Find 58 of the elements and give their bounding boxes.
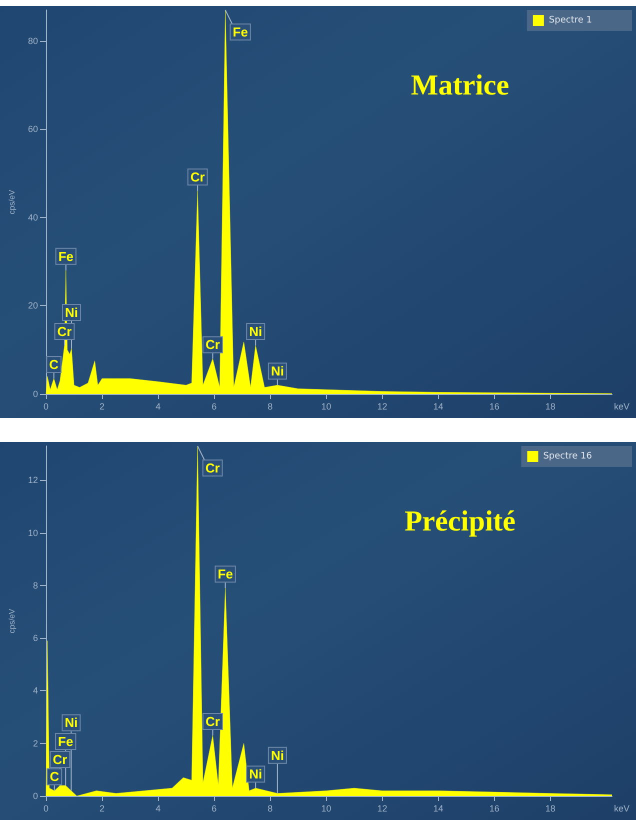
x-axis-title: keV [614, 804, 630, 814]
x-tick-label: 18 [545, 804, 556, 814]
y-axis-title: cps/eV [8, 189, 16, 214]
y-tick-label: 6 [32, 633, 38, 644]
x-tick-label: 6 [212, 804, 217, 814]
x-tick-label: 14 [433, 402, 444, 412]
annotation: Cr [190, 169, 205, 184]
x-axis-title: keV [614, 402, 630, 412]
annotation: Cr [52, 752, 68, 767]
x-tick-label: 10 [321, 402, 332, 412]
annotation: Ni [270, 364, 284, 379]
x-tick-label: 12 [377, 804, 388, 814]
y-axis-title: cps/eV [8, 608, 16, 634]
annotation: Ni [270, 748, 284, 763]
annotation: Fe [232, 24, 248, 40]
x-tick-label: 8 [268, 804, 273, 814]
annotation: C [50, 769, 60, 784]
text: Matrice [410, 70, 510, 102]
annotation: Ni [64, 715, 78, 730]
x-tick-label: 6 [212, 402, 217, 412]
y-tick-label: 0 [32, 791, 38, 801]
y-tick-label: 8 [32, 580, 38, 590]
annotation: Ni [249, 766, 262, 782]
x-tick-label: 18 [545, 402, 556, 412]
x-tick-label: 12 [377, 402, 388, 412]
annotation: Fe [218, 566, 233, 582]
y-tick-label: 2 [32, 738, 38, 748]
x-tick-label: 0 [43, 804, 49, 814]
annotation: C [49, 357, 60, 372]
annotation: Cr [57, 324, 72, 339]
y-tick-label: 4 [32, 686, 38, 696]
x-tick-label: 4 [156, 402, 161, 412]
annotation: Ni [65, 305, 78, 320]
x-tick-label: 14 [433, 804, 444, 814]
x-tick-label: 8 [268, 402, 273, 412]
annotation: Cr [205, 337, 220, 352]
legend-label: Spectre 16 [543, 452, 592, 462]
x-tick-label: 2 [100, 804, 105, 814]
annotation: Cr [205, 460, 220, 476]
annotation: Ni [249, 324, 262, 339]
x-tick-label: 16 [489, 402, 500, 412]
x-tick-label: 16 [489, 804, 500, 814]
y-tick-label: 0 [32, 389, 38, 399]
x-tick-label: 4 [156, 804, 161, 814]
x-tick-label: 0 [43, 402, 49, 412]
legend-label: Spectre 1 [548, 16, 592, 26]
y-tick-label: 12 [28, 475, 38, 486]
y-tick-label: 80 [28, 36, 38, 46]
annotation: Fe [58, 734, 74, 749]
x-tick-label: 2 [100, 402, 105, 412]
text: Précipité [404, 506, 516, 538]
y-tick-label: 10 [28, 528, 38, 538]
y-tick-label: 20 [28, 300, 38, 311]
annotation: Cr [205, 714, 220, 729]
y-tick-label: 40 [28, 212, 38, 222]
y-tick-label: 60 [28, 124, 38, 134]
x-tick-label: 10 [321, 804, 332, 814]
annotation: Fe [58, 248, 74, 264]
